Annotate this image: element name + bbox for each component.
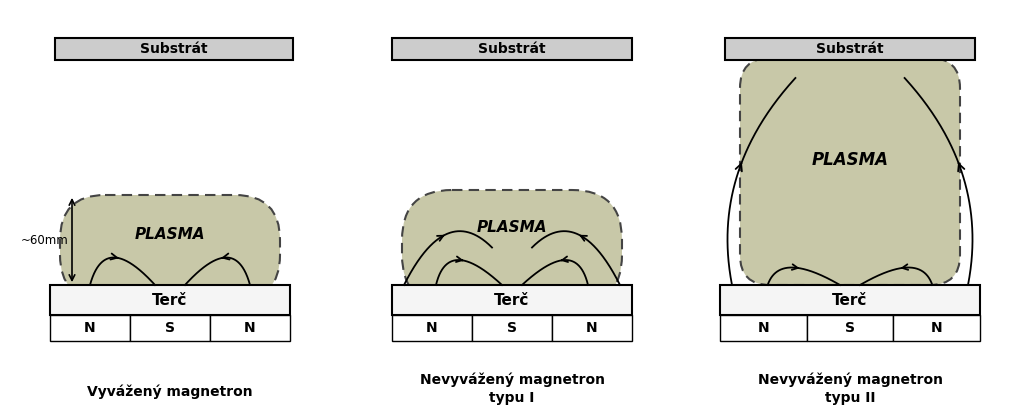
Bar: [472, 315, 552, 341]
Text: Terč: Terč: [833, 293, 867, 307]
FancyBboxPatch shape: [402, 190, 622, 305]
Bar: [392, 315, 472, 341]
Text: PLASMA: PLASMA: [135, 227, 205, 242]
Text: Substrát: Substrát: [140, 42, 208, 56]
FancyBboxPatch shape: [60, 195, 280, 300]
Text: N: N: [931, 321, 942, 335]
Text: ~60mm: ~60mm: [20, 233, 68, 247]
Text: Nevyvážený magnetron: Nevyvážený magnetron: [758, 373, 942, 387]
Text: S: S: [845, 321, 855, 335]
Text: Terč: Terč: [495, 293, 529, 307]
Text: Vyvážený magnetron: Vyvážený magnetron: [87, 385, 253, 399]
Text: Terč: Terč: [153, 293, 187, 307]
Text: typu I: typu I: [489, 391, 535, 405]
Text: S: S: [165, 321, 175, 335]
Bar: [725, 38, 975, 60]
Bar: [392, 285, 632, 315]
Bar: [720, 315, 807, 341]
Text: N: N: [426, 321, 438, 335]
Text: Substrát: Substrát: [816, 42, 884, 56]
Text: N: N: [84, 321, 96, 335]
Bar: [55, 38, 293, 60]
Bar: [130, 315, 210, 341]
Bar: [392, 38, 632, 60]
Text: N: N: [586, 321, 598, 335]
Bar: [807, 315, 893, 341]
Text: PLASMA: PLASMA: [811, 151, 889, 169]
Text: typu II: typu II: [824, 391, 876, 405]
Bar: [210, 315, 290, 341]
Text: PLASMA: PLASMA: [477, 220, 547, 236]
FancyBboxPatch shape: [740, 58, 961, 285]
Text: S: S: [507, 321, 517, 335]
Bar: [720, 285, 980, 315]
Bar: [552, 315, 632, 341]
Text: N: N: [244, 321, 256, 335]
Bar: [893, 315, 980, 341]
Text: N: N: [758, 321, 769, 335]
Text: Substrát: Substrát: [478, 42, 546, 56]
Bar: [50, 315, 130, 341]
Text: Nevyvážený magnetron: Nevyvážený magnetron: [420, 373, 604, 387]
Bar: [50, 285, 290, 315]
